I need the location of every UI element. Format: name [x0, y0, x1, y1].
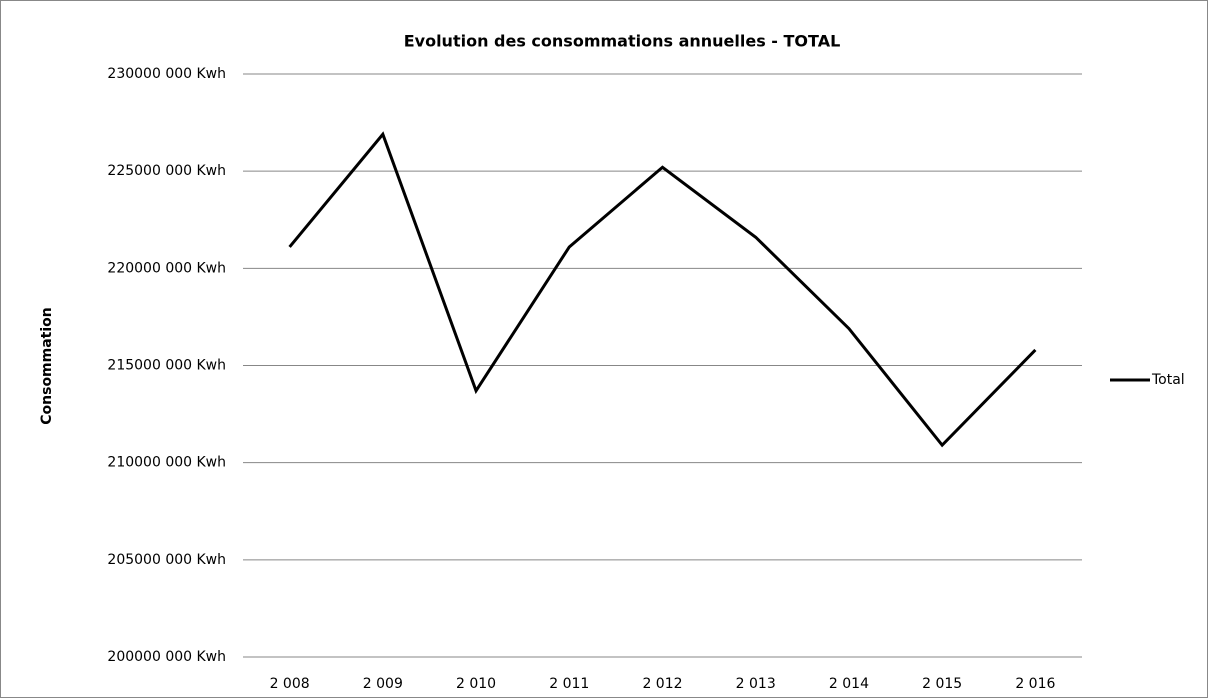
x-tick-label: 2 013 [736, 676, 776, 692]
chart-title: Evolution des consommations annuelles - … [404, 32, 841, 51]
x-tick-label: 2 016 [1015, 676, 1055, 692]
data-line [288, 131, 1037, 448]
x-tick-label: 2 008 [270, 676, 310, 692]
y-tick-label: 225000 000 Kwh [107, 163, 226, 179]
x-tick-label: 2 011 [549, 676, 589, 692]
x-tick-label: 2 012 [642, 676, 682, 692]
y-tick-label: 230000 000 Kwh [107, 66, 226, 82]
x-tick-label: 2 009 [363, 676, 403, 692]
y-tick-label: 210000 000 Kwh [107, 455, 226, 471]
x-tick-label: 2 010 [456, 676, 496, 692]
y-axis-label: Consommation [39, 307, 55, 425]
y-tick-label: 205000 000 Kwh [107, 552, 226, 568]
x-tick-label: 2 014 [829, 676, 869, 692]
x-tick-label: 2 015 [922, 676, 962, 692]
y-tick-label: 220000 000 Kwh [107, 260, 226, 276]
y-tick-label: 200000 000 Kwh [107, 649, 226, 665]
legend-label: Total [1151, 372, 1185, 388]
y-tick-label: 215000 000 Kwh [107, 358, 226, 374]
